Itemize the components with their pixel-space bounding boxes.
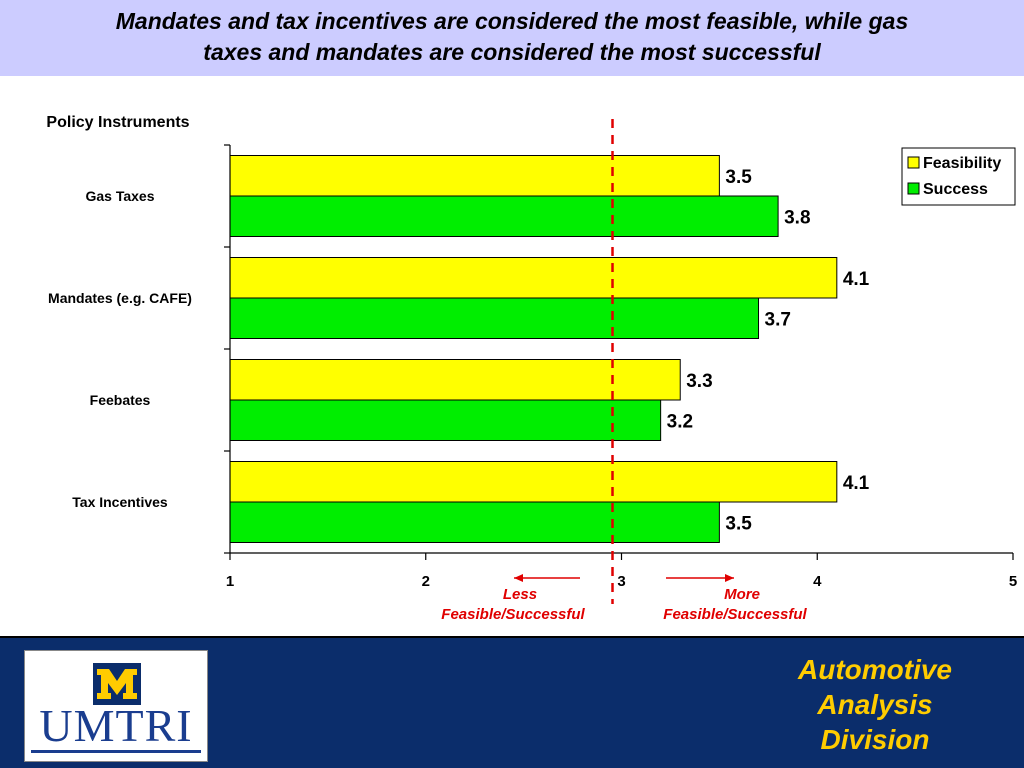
more-arrow-head	[725, 574, 734, 582]
category-label: Feebates	[90, 392, 151, 408]
y-axis-title: Policy Instruments	[46, 114, 189, 131]
more-label-line-1: More	[724, 586, 760, 603]
legend-label-feasibility: Feasibility	[923, 155, 1001, 172]
logo-wordmark: UMTRI	[39, 700, 193, 751]
legend-box	[901, 147, 1016, 206]
division-line-3: Division	[820, 724, 930, 755]
x-tick-label: 2	[422, 573, 430, 590]
legend-label-success: Success	[923, 181, 988, 198]
data-label: 3.3	[686, 371, 712, 392]
data-label: 3.2	[667, 411, 693, 432]
category-label: Mandates (e.g. CAFE)	[48, 290, 192, 306]
bar-success	[229, 501, 720, 543]
bar-success	[229, 399, 662, 441]
data-label: 4.1	[843, 473, 870, 494]
data-label: 3.5	[725, 513, 752, 534]
less-label-line-2: Feasible/Successful	[441, 606, 585, 623]
division-line-2: Analysis	[817, 689, 933, 720]
x-tick-label: 5	[1009, 573, 1017, 590]
division-name: Automotive Analysis Division	[760, 652, 990, 757]
division-line-1: Automotive	[798, 654, 952, 685]
bar-feasibility	[229, 359, 681, 401]
bar-feasibility	[229, 155, 720, 197]
data-label: 4.1	[843, 269, 870, 290]
logo-underline	[31, 750, 201, 753]
policy-bar-chart: Policy Instruments Gas Taxes 3.5 3.8 Mandate…	[46, 114, 1017, 623]
legend-swatch-feasibility	[907, 156, 920, 169]
category-label: Gas Taxes	[85, 188, 154, 204]
bar-feasibility	[229, 461, 838, 503]
bar-success	[229, 297, 760, 339]
x-tick-label: 3	[617, 573, 625, 590]
data-label: 3.5	[725, 167, 752, 188]
category-label: Tax Incentives	[72, 494, 168, 510]
less-arrow-head	[514, 574, 523, 582]
more-label-line-2: Feasible/Successful	[663, 606, 807, 623]
footer-band: UMTRI Automotive Analysis Division	[0, 636, 1024, 768]
data-label: 3.8	[784, 207, 810, 228]
data-label: 3.7	[765, 309, 791, 330]
less-label-line-1: Less	[503, 586, 537, 603]
bar-success	[229, 195, 779, 237]
slide-title: Mandates and tax incentives are consider…	[0, 0, 1024, 76]
x-tick-label: 4	[813, 573, 822, 590]
x-tick-label: 1	[226, 573, 234, 590]
legend-swatch-success	[907, 182, 920, 195]
title-line-2: taxes and mandates are considered the mo…	[203, 39, 821, 65]
block-m-icon	[93, 663, 141, 705]
title-line-1: Mandates and tax incentives are consider…	[115, 8, 909, 34]
bar-feasibility	[229, 257, 838, 299]
umtri-logo: UMTRI	[24, 650, 208, 762]
